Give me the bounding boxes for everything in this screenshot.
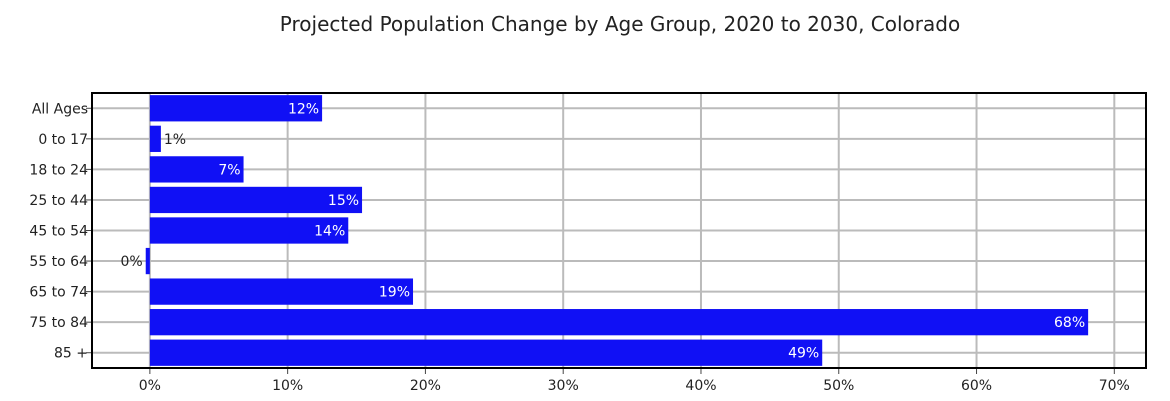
data-label: 1% xyxy=(164,132,186,148)
chart-title: Projected Population Change by Age Group… xyxy=(279,12,961,36)
y-tick-label: 75 to 84 xyxy=(29,315,88,331)
x-tick-label: 20% xyxy=(410,378,441,394)
y-tick-label: 45 to 54 xyxy=(29,224,88,240)
plot-frame xyxy=(91,92,1147,369)
bar xyxy=(149,125,161,152)
bar xyxy=(149,339,823,366)
x-tick-label: 60% xyxy=(961,378,992,394)
y-tick-label: 25 to 44 xyxy=(29,193,88,209)
x-tick-label: 50% xyxy=(823,378,854,394)
bar xyxy=(149,95,323,122)
x-tick-label: 0% xyxy=(139,378,161,394)
y-tick-label: 85 + xyxy=(54,346,88,362)
data-label: 0% xyxy=(121,254,143,270)
bar xyxy=(149,186,363,214)
data-label: 19% xyxy=(379,285,410,301)
data-label: 12% xyxy=(288,101,319,117)
y-tick-label: All Ages xyxy=(32,101,88,117)
x-tick-label: 70% xyxy=(1099,378,1130,394)
y-tick-label: 55 to 64 xyxy=(29,254,88,270)
x-tick-label: 30% xyxy=(548,378,579,394)
data-label: 68% xyxy=(1054,315,1085,331)
y-tick-label: 18 to 24 xyxy=(29,162,88,178)
data-label: 49% xyxy=(788,346,819,362)
bar xyxy=(149,217,349,244)
bar xyxy=(149,309,1089,336)
y-tick-label: 0 to 17 xyxy=(38,132,88,148)
bar xyxy=(149,278,414,305)
data-label: 15% xyxy=(328,193,359,209)
x-tick-label: 10% xyxy=(272,378,303,394)
y-tick-label: 65 to 74 xyxy=(29,285,88,301)
bar xyxy=(145,247,150,275)
bar xyxy=(149,156,244,183)
data-label: 7% xyxy=(218,162,240,178)
x-tick-label: 40% xyxy=(685,378,716,394)
data-label: 14% xyxy=(314,224,345,240)
